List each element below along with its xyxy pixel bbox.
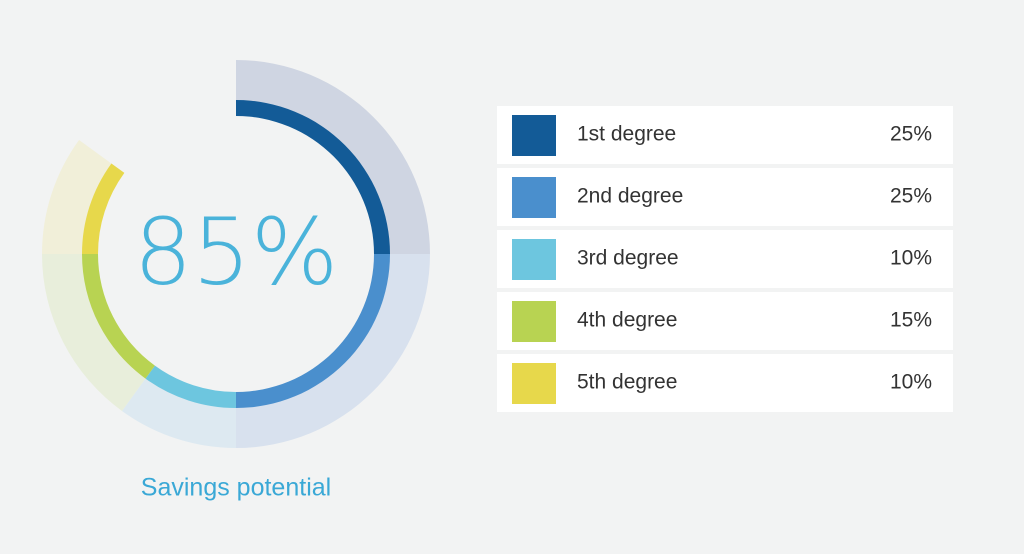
legend-row: [497, 106, 953, 164]
value-label: 10%: [890, 371, 932, 394]
legend-swatch: [512, 301, 556, 342]
arc: [236, 254, 390, 408]
arc: [82, 254, 155, 379]
arc: [236, 100, 390, 254]
pale-arc: [121, 377, 236, 448]
legend-label: 5th degree: [577, 371, 677, 394]
value-label: 10%: [890, 247, 932, 270]
caption: Savings potential: [141, 474, 331, 502]
legend-label: 4th degree: [577, 309, 677, 332]
legend-swatch: [512, 363, 556, 404]
arc: [145, 365, 236, 408]
value-label: 15%: [890, 309, 932, 332]
legend-row: [497, 292, 953, 350]
legend-row: [497, 168, 953, 226]
legend-swatch: [512, 115, 556, 156]
legend-row: [497, 230, 953, 288]
pale-arc: [42, 254, 147, 411]
legend-row: [497, 354, 953, 412]
value-label: 25%: [890, 123, 932, 146]
legend-swatch: [512, 177, 556, 218]
pale-arc: [42, 139, 113, 254]
legend-label: 2nd degree: [577, 185, 683, 208]
center-label: 85%: [134, 199, 338, 306]
legend-label: 1st degree: [577, 123, 676, 146]
value-label: 25%: [890, 185, 932, 208]
arc: [82, 163, 125, 254]
legend-label: 3rd degree: [577, 247, 679, 270]
legend-swatch: [512, 239, 556, 280]
